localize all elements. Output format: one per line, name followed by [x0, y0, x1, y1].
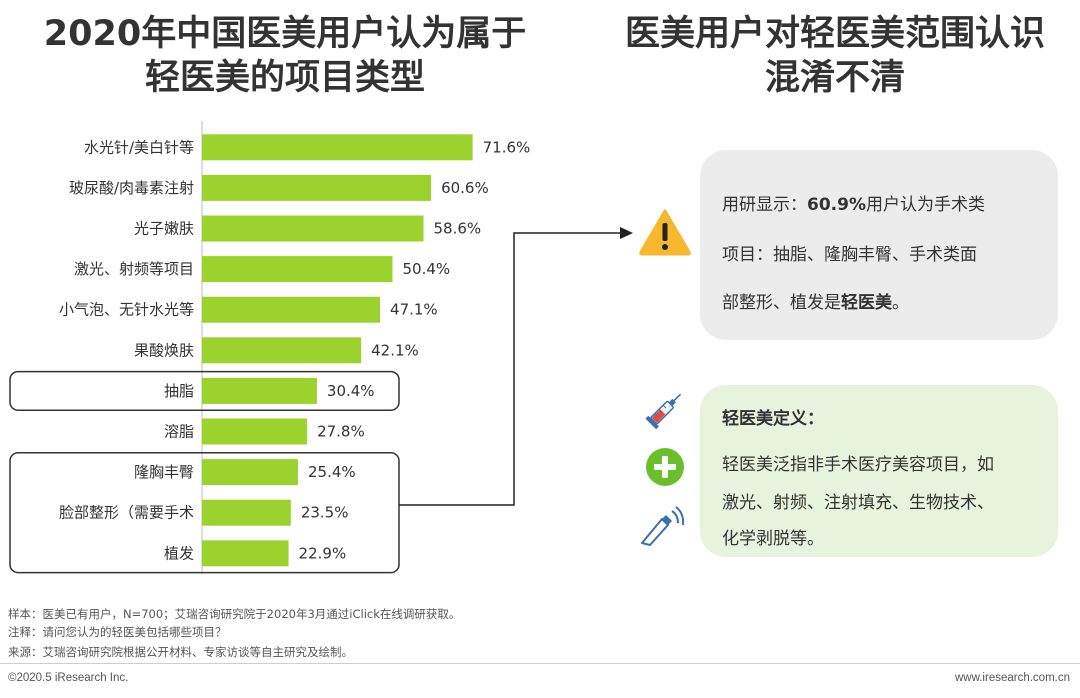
- category-label-6: 抽脂: [164, 382, 194, 400]
- value-label-2: 58.6%: [434, 220, 482, 238]
- bar-6: [202, 377, 317, 404]
- category-label-4: 小气泡、无针水光等: [59, 301, 194, 319]
- insight-title: 医美用户对轻医美范围认识 混淆不清: [600, 12, 1070, 100]
- category-label-10: 植发: [164, 544, 194, 562]
- highlight-group-1: [9, 452, 400, 574]
- category-label-0: 水光针/美白针等: [84, 138, 194, 156]
- footnote-sample: 样本：医美已有用户，N=700；艾瑞咨询研究院于2020年3月通过iClick在…: [8, 607, 461, 621]
- definition-line2: 激光、射频、注射填充、生物技术、: [722, 493, 994, 513]
- footer-divider: [0, 663, 1080, 664]
- bar-10: [202, 540, 289, 567]
- value-label-9: 23.5%: [301, 504, 349, 522]
- bar-8: [202, 459, 299, 486]
- bar-4: [202, 296, 381, 323]
- plus-icon: [646, 448, 684, 486]
- bar-7: [202, 418, 308, 445]
- category-label-5: 果酸焕肤: [134, 341, 194, 359]
- copyright: ©2020.5 iResearch Inc.: [8, 672, 129, 684]
- value-label-7: 27.8%: [317, 423, 365, 441]
- bar-2: [202, 215, 424, 242]
- chart-title-line1: 2020年中国医美用户认为属于: [43, 14, 527, 54]
- value-label-0: 71.6%: [483, 138, 531, 156]
- footnote-source: 来源：艾瑞咨询研究院根据公开材料、专家访谈等自主研究及绘制。: [8, 645, 353, 659]
- footnote-note: 注释：请问您认为的轻医美包括哪些项目？: [8, 625, 227, 639]
- warning-icon: [639, 209, 691, 256]
- definition-line3: 化学剥脱等。: [722, 529, 824, 549]
- info-box: [700, 150, 1058, 340]
- value-label-5: 42.1%: [371, 341, 419, 359]
- ultrasound-probe-icon: [641, 506, 685, 546]
- bar-5: [202, 337, 362, 364]
- bar-0: [202, 134, 473, 161]
- value-label-4: 47.1%: [390, 301, 438, 319]
- category-label-2: 光子嫩肤: [134, 220, 194, 238]
- value-label-3: 50.4%: [403, 260, 451, 278]
- category-label-9: 脸部整形（需要手术: [59, 504, 194, 522]
- value-label-10: 22.9%: [299, 544, 347, 562]
- info-line3: 部整形、植发是轻医美。: [722, 293, 909, 313]
- value-label-6: 30.4%: [327, 382, 375, 400]
- category-label-1: 玻尿酸/肉毒素注射: [69, 179, 194, 197]
- syringe-icon: [645, 393, 682, 430]
- insight-title-line2: 混淆不清: [764, 58, 905, 98]
- definition-title: 轻医美定义：: [722, 409, 824, 429]
- info-line1: 用研显示：60.9%用户认为手术类: [722, 195, 985, 215]
- definition-box: [700, 385, 1058, 557]
- category-label-8: 隆胸丰臀: [134, 463, 194, 481]
- chart-title-line2: 轻医美的项目类型: [144, 58, 425, 98]
- bar-3: [202, 256, 393, 283]
- bar-9: [202, 499, 291, 526]
- chart-title: 2020年中国医美用户认为属于 轻医美的项目类型: [20, 12, 550, 100]
- value-label-1: 60.6%: [441, 179, 489, 197]
- bar-1: [202, 174, 432, 201]
- value-label-8: 25.4%: [308, 463, 356, 481]
- info-stat: 60.9%: [807, 195, 866, 215]
- info-line2: 项目：抽脂、隆胸丰臀、手术类面: [722, 245, 977, 265]
- insight-title-line1: 医美用户对轻医美范围认识: [624, 14, 1045, 54]
- category-label-3: 激光、射频等项目: [74, 260, 194, 278]
- website-url: www.iresearch.com.cn: [954, 672, 1070, 684]
- definition-line1: 轻医美泛指非手术医疗美容项目，如: [722, 455, 994, 475]
- bar-chart: 水光针/美白针等 71.6% 玻尿酸/肉毒素注射 60.6% 光子嫩肤 58.6% 激光、射…: [9, 121, 531, 574]
- category-label-7: 溶脂: [164, 423, 194, 441]
